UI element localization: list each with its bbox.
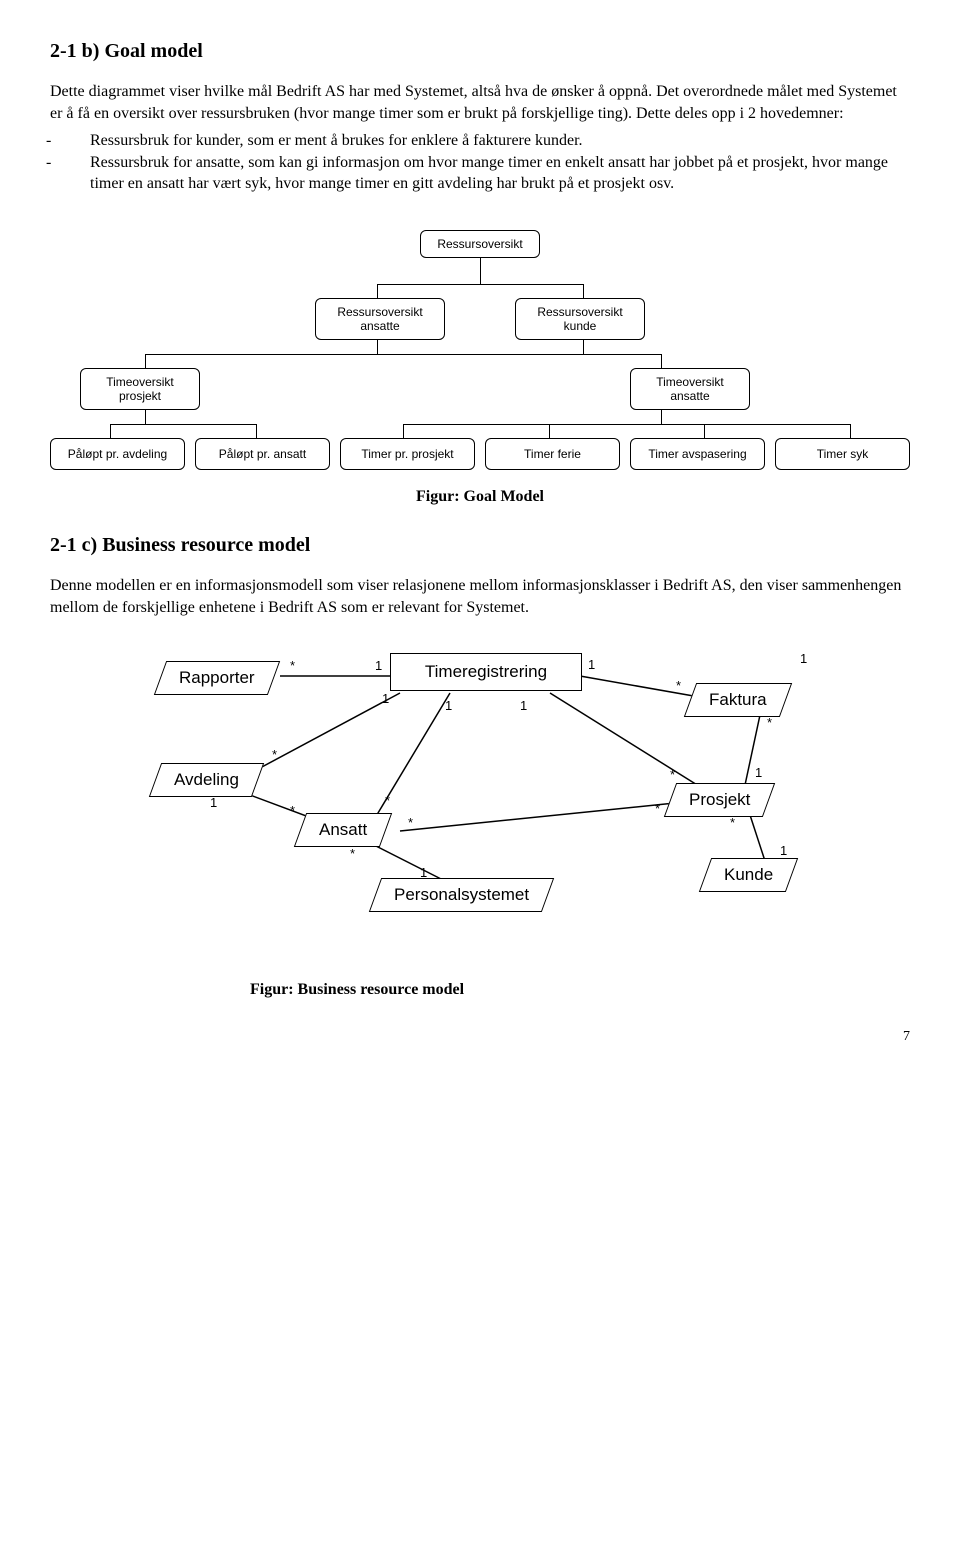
brm-node-faktura: Faktura [684,683,792,717]
mult: * [676,678,681,693]
mult: 1 [375,658,382,673]
brm-label-kunde: Kunde [724,865,773,885]
mult: * [730,815,735,830]
mult: 1 [780,843,787,858]
brm-label-faktura: Faktura [709,690,767,710]
tree-connector-3b [50,424,910,438]
tree-connector-1b [50,284,910,298]
tree-l2-ansatte: Ressursoversikt ansatte [315,298,445,340]
tree-connector-1 [50,258,910,284]
brm-node-ansatt: Ansatt [294,813,393,847]
brm-node-avdeling: Avdeling [149,763,264,797]
tree-l3-ansatte: Timeoversikt ansatte [630,368,750,410]
mult: * [290,658,295,673]
paragraph-brm-intro: Denne modellen er en informasjonsmodell … [50,575,910,618]
caption-goal-model: Figur: Goal Model [50,488,910,506]
mult: 1 [420,865,427,880]
page-number: 7 [50,1029,910,1045]
brm-label-avdeling: Avdeling [174,770,239,790]
brm-node-prosjekt: Prosjekt [664,783,776,817]
mult: * [272,747,277,762]
brm-node-kunde: Kunde [699,858,799,892]
goal-bullet-2: Ressursbruk for ansatte, som kan gi info… [50,152,910,195]
tree-leaf-syk: Timer syk [775,438,910,470]
mult: * [655,801,660,816]
mult: * [767,715,772,730]
heading-business-resource: 2-1 c) Business resource model [50,534,910,557]
tree-leaf-prosjekt: Timer pr. prosjekt [340,438,475,470]
mult: 1 [588,657,595,672]
paragraph-goal-intro: Dette diagrammet viser hvilke mål Bedrif… [50,81,910,124]
tree-connector-2a [50,340,910,354]
tree-connector-2b [50,354,910,368]
brm-node-rapporter: Rapporter [154,661,280,695]
mult: 1 [382,691,389,706]
tree-l2-kunde: Ressursoversikt kunde [515,298,645,340]
mult: 1 [520,698,527,713]
caption-brm: Figur: Business resource model [50,981,910,999]
business-resource-diagram: Timeregistrering Rapporter Faktura Avdel… [100,643,860,963]
mult: * [350,846,355,861]
mult: * [290,803,295,818]
brm-node-personalsystemet: Personalsystemet [369,878,555,912]
mult-extra-1: 1 [800,651,807,666]
tree-leaf-ansatt: Påløpt pr. ansatt [195,438,330,470]
mult: 1 [445,698,452,713]
goal-bullet-1: Ressursbruk for kunder, som er ment å br… [50,130,910,152]
tree-leaf-avspasering: Timer avspasering [630,438,765,470]
mult: 1 [210,795,217,810]
tree-root: Ressursoversikt [420,230,540,258]
mult: * [408,815,413,830]
tree-l3-prosjekt: Timeoversikt prosjekt [80,368,200,410]
brm-node-timeregistrering: Timeregistrering [390,653,582,691]
tree-leaf-avdeling: Påløpt pr. avdeling [50,438,185,470]
brm-label-personal: Personalsystemet [394,885,529,905]
brm-label-ansatt: Ansatt [319,820,367,840]
brm-label-prosjekt: Prosjekt [689,790,750,810]
brm-label-rapporter: Rapporter [179,668,255,688]
mult: * [385,793,390,808]
goal-model-tree: Ressursoversikt Ressursoversikt ansatte … [50,230,910,470]
mult: 1 [755,765,762,780]
tree-leaf-ferie: Timer ferie [485,438,620,470]
goal-bullet-list: Ressursbruk for kunder, som er ment å br… [50,130,910,195]
mult: * [670,767,675,782]
heading-goal-model: 2-1 b) Goal model [50,40,910,63]
tree-connector-3a [50,410,910,424]
